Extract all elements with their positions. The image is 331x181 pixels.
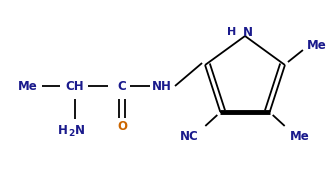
Text: NC: NC [180, 131, 199, 144]
Text: 2: 2 [68, 129, 74, 138]
Text: H: H [227, 27, 237, 37]
Text: Me: Me [18, 79, 38, 92]
Text: H: H [58, 125, 68, 138]
Text: N: N [75, 125, 85, 138]
Text: CH: CH [66, 79, 84, 92]
Text: NH: NH [152, 79, 172, 92]
Text: Me: Me [290, 131, 309, 144]
Text: Me: Me [307, 39, 327, 52]
Text: O: O [117, 119, 127, 132]
Text: C: C [118, 79, 126, 92]
Text: N: N [243, 26, 253, 39]
